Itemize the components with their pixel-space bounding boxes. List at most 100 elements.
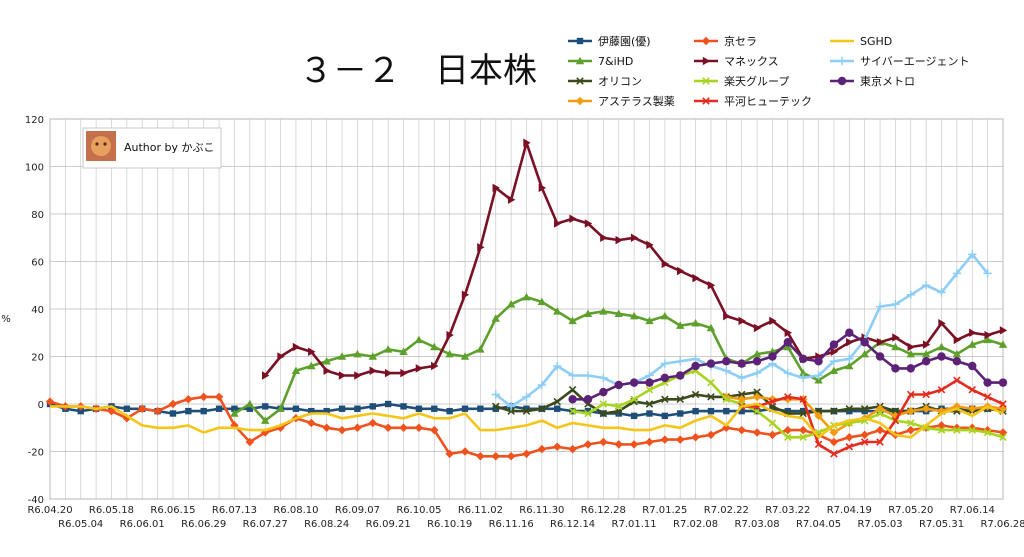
data-point	[522, 407, 531, 415]
x-tick-label: R7.06.14	[950, 505, 995, 516]
data-point	[706, 430, 716, 440]
data-point	[584, 219, 593, 228]
data-point	[860, 338, 869, 347]
x-tick-label: R6.10.05	[396, 505, 441, 516]
data-point	[784, 407, 792, 415]
data-point	[906, 290, 915, 299]
data-point	[891, 416, 900, 425]
data-point	[907, 419, 915, 427]
legend-label: 京セラ	[724, 34, 757, 48]
x-tick-label: R7.03.08	[735, 519, 780, 530]
data-point	[630, 412, 638, 420]
data-point	[199, 392, 208, 402]
x-tick-label: R6.12.14	[550, 519, 595, 530]
data-point	[906, 425, 915, 435]
y-tick-label: 100	[25, 163, 44, 174]
data-point	[291, 366, 301, 374]
data-point	[599, 437, 608, 447]
data-point	[891, 364, 900, 373]
data-point	[661, 395, 669, 404]
data-point	[968, 385, 977, 394]
data-point	[491, 452, 500, 461]
data-point	[769, 405, 776, 412]
data-point	[660, 373, 670, 383]
legend-label: SGHD	[860, 35, 892, 48]
data-point	[784, 328, 793, 337]
data-point	[553, 442, 562, 451]
data-point	[837, 76, 847, 86]
data-point	[292, 342, 301, 352]
data-point	[753, 388, 761, 396]
data-point	[702, 77, 710, 85]
legend-item: 楽天グループ	[694, 74, 789, 88]
data-point	[921, 349, 931, 358]
data-point	[491, 390, 500, 399]
data-point	[722, 395, 731, 404]
data-point	[799, 407, 807, 415]
data-point	[737, 373, 746, 383]
data-point	[983, 335, 992, 344]
data-point	[737, 359, 746, 368]
data-point	[768, 352, 777, 361]
data-point	[969, 328, 977, 337]
data-point	[353, 349, 362, 358]
data-point	[860, 404, 869, 413]
data-point	[506, 300, 516, 308]
data-point	[983, 378, 992, 387]
data-point	[723, 407, 730, 415]
legend-label: 楽天グループ	[724, 74, 789, 88]
data-point	[415, 405, 423, 412]
data-point	[983, 269, 992, 278]
data-point	[799, 395, 807, 404]
data-point	[461, 290, 470, 299]
series-line	[261, 138, 1008, 380]
data-point	[814, 430, 823, 440]
data-point	[937, 342, 946, 351]
data-point	[998, 340, 1008, 348]
y-tick-label: 0	[38, 400, 44, 411]
data-point	[599, 373, 608, 383]
data-point	[937, 352, 946, 361]
x-tick-label: R7.05.03	[857, 519, 902, 530]
data-point	[829, 340, 839, 349]
data-point	[845, 361, 854, 370]
data-point	[999, 433, 1007, 442]
data-point	[814, 376, 823, 384]
data-point	[584, 409, 592, 418]
data-point	[814, 440, 823, 449]
legend-label: 東京メトロ	[860, 74, 915, 88]
y-tick-label: 20	[31, 353, 44, 364]
data-point	[892, 333, 900, 342]
data-point	[937, 385, 946, 394]
data-point	[707, 281, 716, 290]
data-point	[323, 366, 331, 375]
y-tick-label: 60	[31, 258, 44, 269]
x-tick-label: R6.09.21	[366, 519, 411, 530]
data-point	[138, 404, 147, 413]
data-point	[769, 316, 777, 326]
data-point	[414, 335, 424, 344]
data-point	[575, 56, 585, 65]
data-point	[968, 361, 977, 371]
data-point	[798, 368, 808, 377]
data-point	[968, 426, 977, 434]
data-point	[308, 347, 316, 356]
data-point	[399, 347, 408, 355]
data-point	[691, 361, 700, 371]
data-point	[846, 338, 854, 347]
data-point	[691, 319, 700, 327]
data-point	[492, 405, 499, 412]
data-point	[798, 425, 808, 435]
legend-label: 平河ヒューテック	[724, 95, 812, 108]
data-point	[629, 440, 639, 449]
data-point	[875, 352, 885, 361]
data-point	[476, 452, 485, 461]
x-tick-label: R6.11.30	[519, 505, 564, 516]
data-point	[353, 423, 362, 432]
data-point	[614, 402, 623, 411]
data-point	[660, 435, 670, 444]
data-point	[753, 323, 762, 333]
data-point	[829, 357, 839, 366]
